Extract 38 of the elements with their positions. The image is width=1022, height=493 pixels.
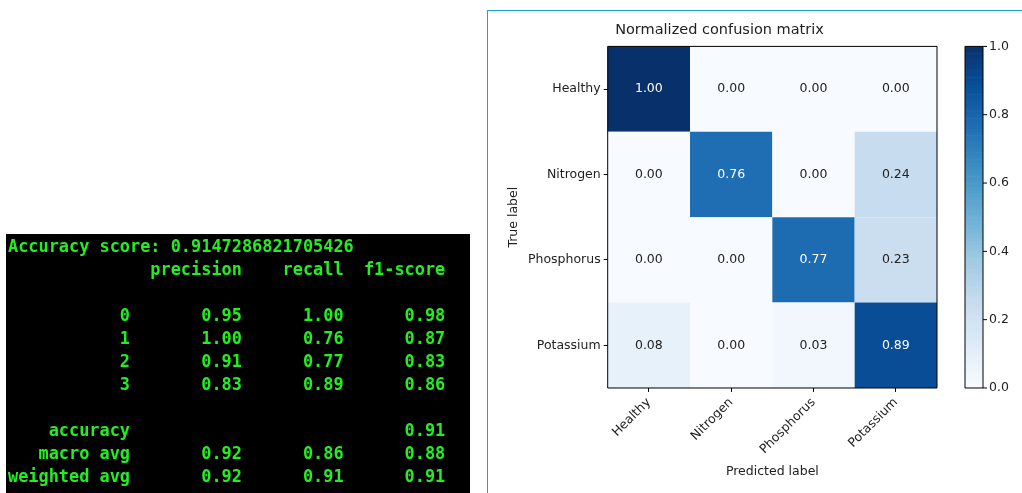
text: weighted avg 0.92 0.91 0.91 <box>8 465 447 488</box>
text: 3 0.83 0.89 0.86 <box>118 373 447 396</box>
text: 0 0.95 1.00 0.98 <box>118 304 447 327</box>
data-label: 0.76 <box>717 165 746 181</box>
y-tick-label: Nitrogen <box>546 165 601 181</box>
data-label: 0.23 <box>881 251 910 267</box>
color-bar-label: 0.8 <box>989 105 1009 121</box>
data-label: 0.08 <box>634 336 663 352</box>
color-bar-label: 0.2 <box>989 310 1009 326</box>
y-tick-label: Potassium <box>536 336 601 352</box>
data-label: 0.00 <box>717 336 746 352</box>
x-axis-title: Predicted label <box>725 462 819 478</box>
color-bar-label: 1.0 <box>989 37 1009 53</box>
color-bar-label: 0.0 <box>989 379 1009 395</box>
data-label: 0.00 <box>799 165 828 181</box>
data-label: 0.24 <box>881 165 910 181</box>
data-label: 0.77 <box>799 251 828 267</box>
data-label: 0.00 <box>799 80 828 96</box>
text: Accuracy score: 0.9147286821705426 <box>8 235 355 258</box>
data-label: 0.00 <box>634 165 663 181</box>
data-label: 0.03 <box>799 336 828 352</box>
data-label: 0.00 <box>717 251 746 267</box>
data-label: 0.00 <box>717 80 746 96</box>
y-tick-label: Healthy <box>552 80 602 96</box>
data-label: 1.00 <box>634 80 663 96</box>
text: precision recall f1-score <box>149 258 447 281</box>
data-label: 0.00 <box>881 80 910 96</box>
text: macro avg 0.92 0.86 0.88 <box>37 442 447 465</box>
color-bar-label: 0.6 <box>989 174 1009 190</box>
color-bar-label: 0.4 <box>989 242 1009 258</box>
text: accuracy 0.91 <box>47 419 447 442</box>
data-label: 0.89 <box>881 336 910 352</box>
text: 2 0.91 0.77 0.83 <box>118 350 447 373</box>
text: 1 1.00 0.76 0.87 <box>118 327 447 350</box>
y-axis-title: True label <box>504 186 520 249</box>
chart-title: Normalized confusion matrix <box>615 21 825 38</box>
data-label: 0.00 <box>634 251 663 267</box>
y-tick-label: Phosphorus <box>528 251 601 267</box>
